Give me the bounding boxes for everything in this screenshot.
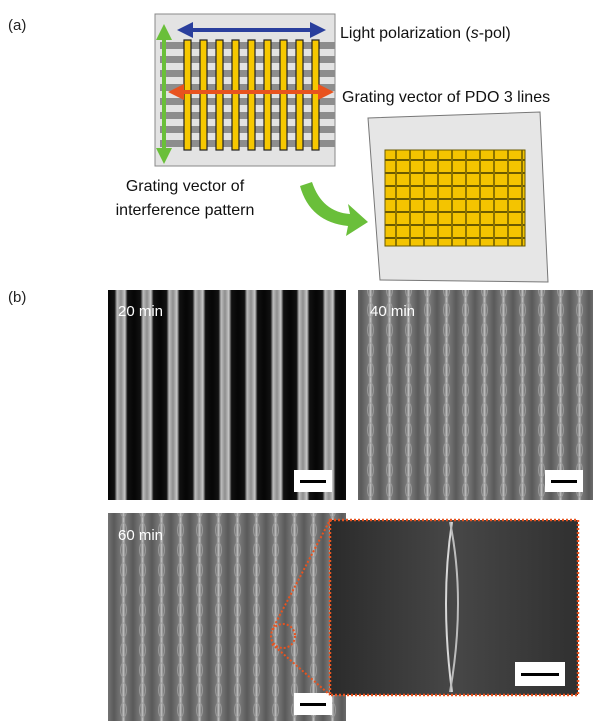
scale-bar	[521, 673, 559, 676]
scale-bar	[551, 480, 577, 483]
page: (a) Light polarization (s-pol) Grating v…	[0, 0, 593, 721]
scale-bar	[300, 703, 326, 706]
figure: (a) Light polarization (s-pol) Grating v…	[0, 0, 593, 721]
process-arrow	[300, 182, 368, 236]
panel-label: (a)	[8, 17, 26, 34]
image-label: 20 min	[118, 303, 163, 320]
text-part: -pol)	[479, 25, 511, 42]
sem-image	[108, 290, 346, 500]
mesh	[385, 150, 525, 246]
sem-image	[108, 513, 346, 721]
text-part: s	[471, 25, 479, 42]
interference-label: Grating vector of	[126, 178, 245, 195]
interference-label: interference pattern	[116, 202, 255, 219]
grating-label: Grating vector of PDO 3 lines	[342, 89, 550, 106]
image-label: 60 min	[118, 527, 163, 544]
sem-image	[358, 290, 593, 500]
polarization-label: Light polarization (s-pol)	[340, 25, 511, 42]
text-part: Light polarization (	[340, 25, 471, 42]
scale-bar	[300, 480, 326, 483]
pdo-lines	[184, 40, 319, 150]
panel-label: (b)	[8, 289, 26, 306]
image-label: 40 min	[370, 303, 415, 320]
